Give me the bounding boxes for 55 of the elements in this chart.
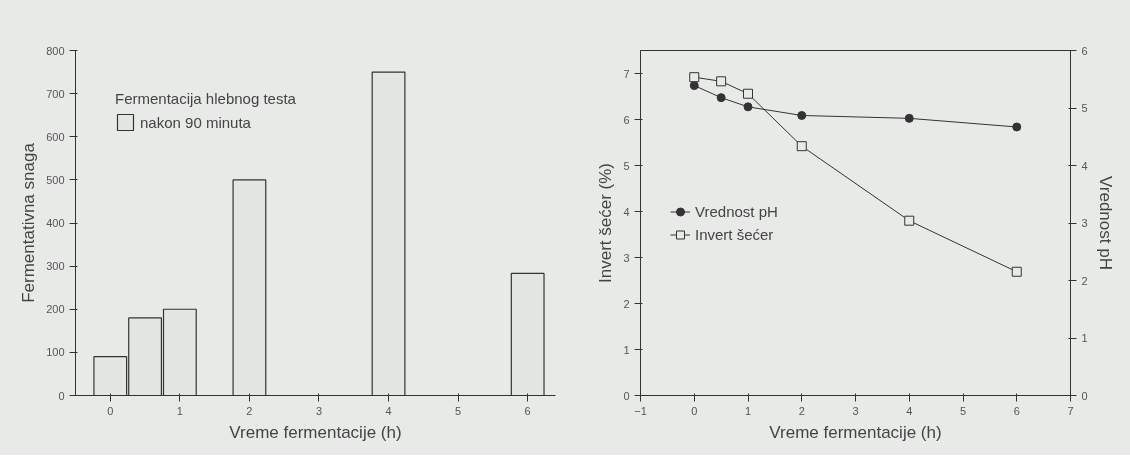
x-tick-label: 2: [246, 404, 253, 417]
y-tick-label: 0: [58, 389, 65, 402]
x-tick-label: 0: [691, 404, 698, 417]
x-tick-label: 1: [176, 404, 183, 417]
y2-tick-label: 3: [1081, 217, 1088, 229]
x-tick-label: 6: [1013, 404, 1020, 417]
point: [743, 88, 753, 99]
y-tick-label: 0: [623, 389, 630, 402]
legend-label: Invert šećer: [695, 225, 774, 243]
x-tick-label: 1: [744, 404, 752, 417]
point: [689, 72, 700, 83]
legend-title: Fermentacija hlebnog testa: [115, 90, 296, 107]
y-tick-label: 1: [623, 343, 630, 356]
y-tick-label: 5: [623, 159, 630, 172]
x-tick-label: 5: [959, 404, 967, 417]
point: [904, 215, 915, 226]
x-tick-label: 3: [315, 404, 323, 417]
y-tick-label: 700: [46, 87, 65, 100]
y-tick-label: 2: [623, 297, 630, 310]
y2-tick-label: 1: [1081, 332, 1088, 344]
y2-axis-title: Vrednost pH: [1095, 176, 1115, 270]
x-axis-title: Vreme fermentacije (h): [229, 422, 402, 442]
y-tick-label: 4: [623, 205, 630, 218]
y-tick-label: 200: [46, 303, 65, 316]
y-tick-label: 800: [46, 44, 65, 57]
legend-label: Vrednost pH: [695, 202, 778, 220]
x-tick-label: −1: [634, 404, 647, 417]
y2-tick-label: 2: [1081, 274, 1088, 287]
x-tick-label: 3: [852, 404, 859, 417]
x-axis-title: Vreme fermentacije (h): [769, 422, 942, 442]
x-tick-label: 5: [455, 404, 462, 417]
y2-tick-label: 4: [1081, 159, 1088, 172]
y-tick-label: 300: [46, 260, 65, 273]
point: [1011, 266, 1022, 277]
legend-label: nakon 90 minuta: [140, 113, 251, 131]
x-tick-label: 4: [385, 404, 392, 417]
y-tick-label: 500: [46, 173, 65, 186]
y-tick-label: 100: [46, 346, 65, 359]
y-tick-label: 3: [623, 251, 630, 264]
y-tick-label: 6: [623, 113, 630, 126]
x-tick-label: 6: [524, 404, 531, 417]
y2-tick-label: 6: [1081, 44, 1088, 57]
x-tick-label: 4: [906, 404, 913, 417]
x-tick-label: 2: [798, 404, 805, 417]
y-tick-label: 600: [46, 130, 65, 143]
y-tick-label: 400: [46, 217, 65, 229]
y-axis-title: Invert šećer (%): [596, 163, 616, 283]
x-tick-label: 0: [107, 404, 114, 417]
y-tick-label: 7: [623, 67, 630, 80]
point: [716, 76, 727, 87]
point: [796, 141, 807, 152]
x-tick-label: 7: [1067, 404, 1074, 417]
y-axis-title: Fermentativna snaga: [19, 142, 39, 303]
y2-tick-label: 5: [1081, 102, 1088, 114]
y2-tick-label: 0: [1081, 389, 1088, 402]
